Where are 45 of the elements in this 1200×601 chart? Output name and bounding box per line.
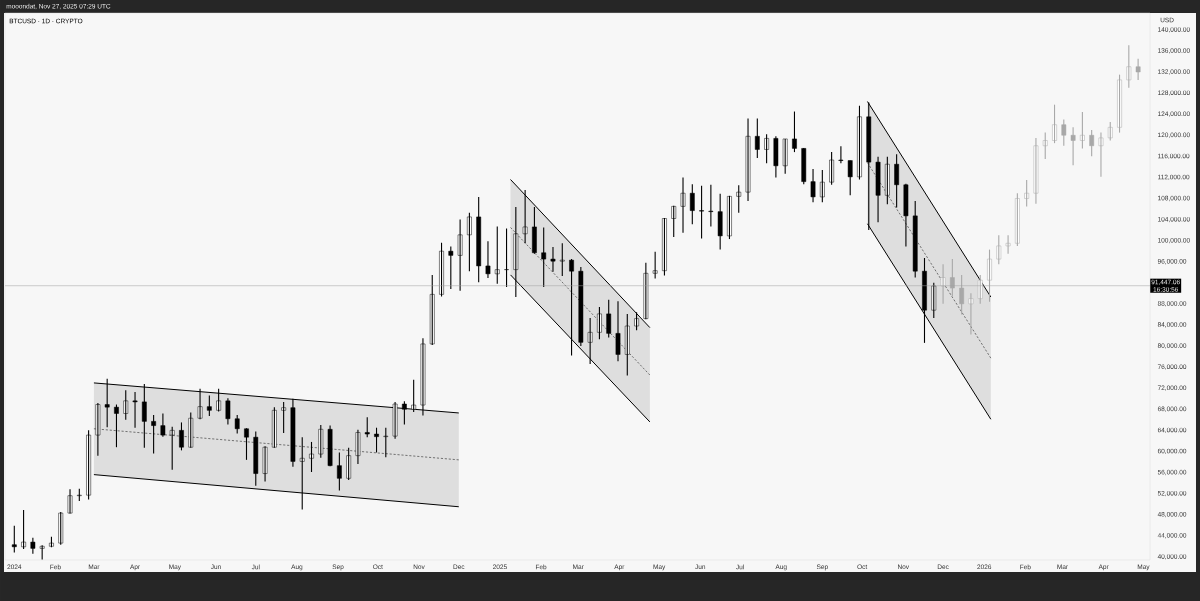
candlestick (736, 184, 742, 214)
candlestick (58, 511, 64, 546)
candlestick (652, 251, 658, 280)
candlestick (337, 451, 342, 491)
candlestick (708, 184, 714, 227)
candlestick (1107, 121, 1113, 142)
candlestick (374, 427, 379, 454)
candlestick (699, 185, 704, 240)
candlestick (11, 525, 17, 554)
candlestick (847, 159, 853, 196)
candlestick (364, 416, 370, 438)
candlestick (792, 110, 797, 153)
candlestick (485, 240, 491, 279)
candlestick (782, 138, 788, 175)
candlestick (578, 266, 584, 347)
candlestick (281, 401, 287, 434)
candlestick (1126, 44, 1132, 89)
candlestick (931, 282, 937, 319)
candlestick (559, 242, 565, 277)
candlestick (448, 245, 454, 290)
candlestick (801, 147, 807, 185)
candlestick (1005, 234, 1011, 255)
candlestick (429, 274, 435, 346)
candlestick (1098, 132, 1104, 178)
candlestick (21, 509, 26, 550)
candlestick (123, 389, 129, 421)
candlestick (912, 200, 918, 279)
candlestick (504, 227, 509, 288)
candlestick (838, 145, 844, 164)
candlestick (132, 391, 138, 429)
candlestick (234, 414, 240, 435)
candlestick (968, 292, 974, 335)
candlestick (169, 426, 175, 471)
candlestick (550, 246, 556, 273)
candlestick (717, 193, 723, 251)
candlestick (810, 168, 816, 203)
candlestick (494, 225, 500, 285)
candlestick (819, 169, 825, 203)
candlestick (829, 151, 834, 186)
candlestick (30, 537, 36, 555)
candlestick (996, 234, 1002, 265)
candlestick (1061, 118, 1067, 147)
candlestick (1042, 132, 1048, 160)
candlestick (1135, 58, 1141, 81)
candlestick (206, 395, 212, 417)
